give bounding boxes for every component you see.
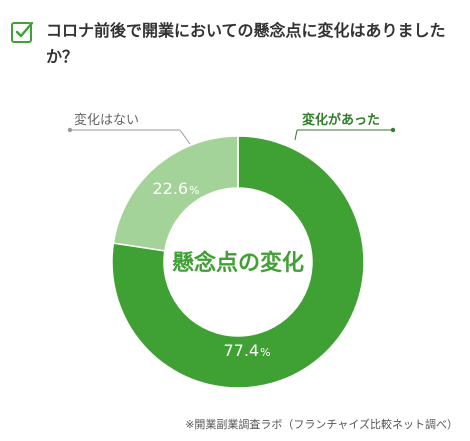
category-label-changed: 変化があった (302, 112, 380, 128)
checkbox-icon (11, 21, 34, 43)
pie-slice-changed (111, 135, 365, 389)
pie-slice-unchanged (112, 135, 239, 252)
slice-value-label: 22.6% (152, 179, 199, 198)
leader-dot-changed (390, 127, 396, 133)
slice-value-label: 77.4% (223, 341, 270, 360)
question-text: コロナ前後で開業においての懸念点に変化はありましたか？ (46, 21, 446, 66)
leader-dot-unchanged (67, 127, 73, 133)
leader-line-changed-tick (294, 129, 298, 141)
leader-line-unchanged-tick (179, 129, 191, 145)
source-footnote: ※開業副業調査ラボ（フランチャイズ比較ネット調べ） (185, 418, 458, 431)
chart-title: 懸念点の変化 (172, 250, 304, 276)
category-label-unchanged: 変化はない (74, 112, 139, 128)
